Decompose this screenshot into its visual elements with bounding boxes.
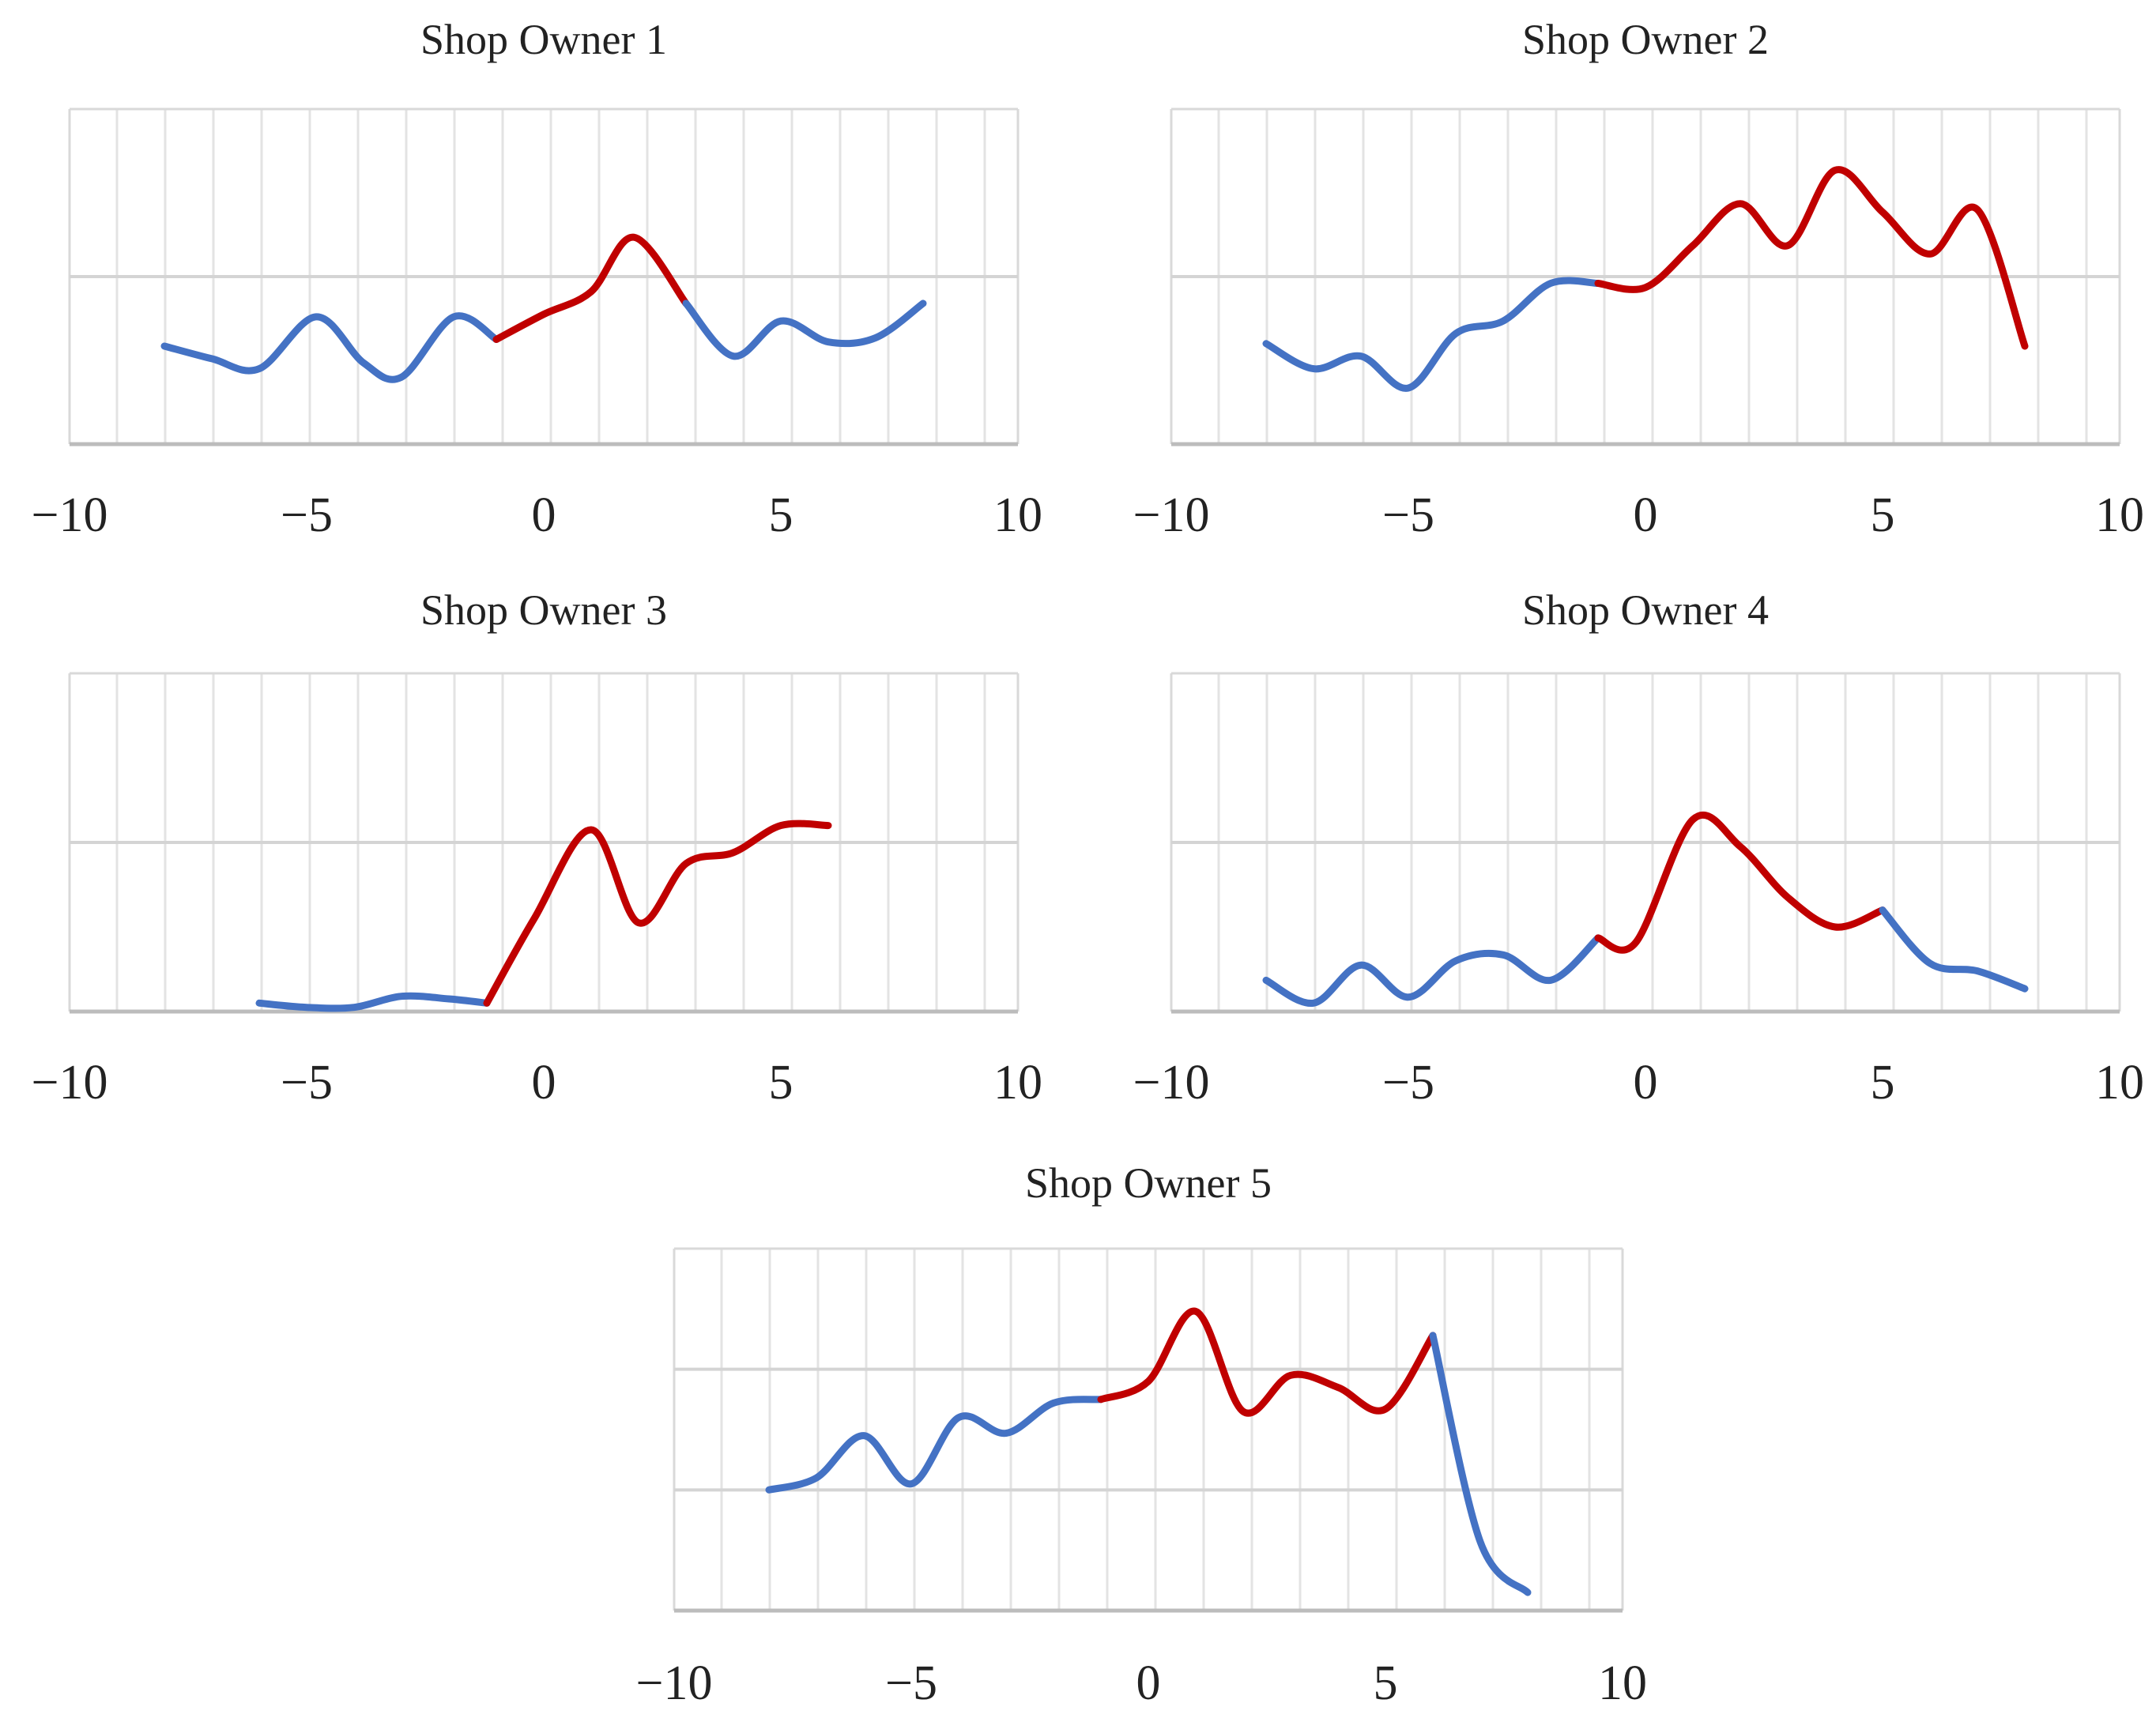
chart-panel-shop-owner-3: Shop Owner 3 −10 −5 0 5 10 — [32, 586, 1042, 1110]
x-tick-label: 10 — [993, 488, 1042, 542]
x-tick-label: −5 — [281, 1056, 333, 1110]
series-line-red — [483, 820, 832, 1007]
x-tick-label: 10 — [993, 1056, 1042, 1110]
x-tick-label: 5 — [769, 488, 793, 542]
series-line-blue — [255, 992, 491, 1012]
chart-panel-shop-owner-5: Shop Owner 5 −10 −5 0 5 10 — [636, 1159, 1647, 1710]
x-tick-label: 10 — [2095, 1056, 2144, 1110]
chart-panel-shop-owner-1: Shop Owner 1 −10 −5 0 5 10 — [32, 16, 1042, 542]
x-tick-label: 10 — [1598, 1656, 1647, 1710]
series-line-red — [1097, 1307, 1437, 1417]
series-line-red — [1594, 166, 2029, 350]
series-line-blue — [1429, 1332, 1532, 1596]
series-line-red — [492, 233, 690, 343]
chart-title: Shop Owner 5 — [1025, 1159, 1272, 1207]
series-line-blue — [682, 300, 927, 360]
x-tick-label: −5 — [885, 1656, 937, 1710]
chart-panel-shop-owner-4: Shop Owner 4 −10 −5 0 5 10 — [1133, 586, 2144, 1110]
x-tick-label: 5 — [769, 1056, 793, 1110]
series-line-blue — [1879, 906, 2029, 993]
chart-panel-shop-owner-2: Shop Owner 2 −10 −5 0 5 10 — [1133, 16, 2144, 542]
x-tick-label: −5 — [1382, 1056, 1434, 1110]
x-tick-label: 0 — [532, 1056, 556, 1110]
x-tick-label: −10 — [1133, 488, 1210, 542]
x-tick-label: 0 — [1634, 488, 1658, 542]
chart-title: Shop Owner 2 — [1522, 16, 1769, 63]
x-tick-label: −10 — [636, 1656, 713, 1710]
x-tick-label: 5 — [1374, 1656, 1398, 1710]
x-tick-label: 5 — [1871, 1056, 1895, 1110]
chart-title: Shop Owner 1 — [420, 16, 667, 63]
chart-title: Shop Owner 3 — [420, 586, 667, 634]
x-tick-label: 5 — [1871, 488, 1895, 542]
x-tick-label: 10 — [2095, 488, 2144, 542]
series-line-blue — [160, 312, 500, 383]
series-line-blue — [1262, 934, 1602, 1007]
series-line-blue — [1262, 277, 1602, 392]
x-tick-label: 0 — [532, 488, 556, 542]
x-tick-label: 0 — [1634, 1056, 1658, 1110]
x-tick-label: −10 — [1133, 1056, 1210, 1110]
series-line-red — [1594, 811, 1886, 954]
x-tick-label: −10 — [32, 1056, 108, 1110]
x-tick-label: −5 — [1382, 488, 1434, 542]
chart-title: Shop Owner 4 — [1522, 586, 1769, 634]
x-tick-label: −10 — [32, 488, 108, 542]
x-tick-label: 0 — [1136, 1656, 1161, 1710]
series-line-blue — [765, 1396, 1105, 1494]
x-tick-label: −5 — [281, 488, 333, 542]
